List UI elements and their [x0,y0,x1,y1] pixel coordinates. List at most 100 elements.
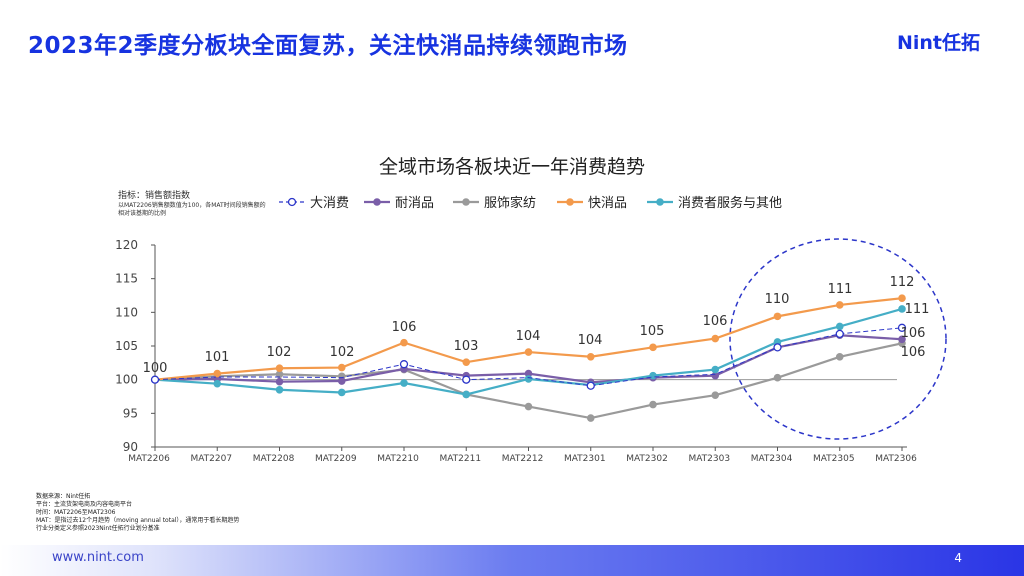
data-point [897,323,907,332]
legend-label: 服饰家纺 [484,195,536,211]
legend-swatch-marker [462,198,470,206]
x-tick-label: MAT2206 [128,454,170,464]
data-label: 106 [901,345,926,360]
data-point [835,322,844,331]
footer-url[interactable]: www.nint.com [52,550,144,565]
source-notes: 数据来源：Nint任拓 平台：主流货架电商及内容电商平台 时间：MAT2206至… [36,493,239,533]
data-point [524,402,533,411]
data-point [462,390,471,399]
data-point [586,414,595,422]
legend-swatch-marker [373,198,381,206]
data-point [275,377,284,386]
slide-title: 2023年2季度分板块全面复苏，关注快消品持续领跑市场 [28,33,628,59]
legend-label: 快消品 [588,196,627,211]
data-point [524,375,533,383]
data-point [835,352,844,361]
data-point [586,352,595,361]
data-label: 111 [828,282,853,297]
data-label: 104 [578,333,603,348]
source-line: 平台：主流货架电商及内容电商平台 [36,501,133,508]
data-point [649,343,657,352]
data-label: 106 [901,326,926,341]
data-point [150,375,160,384]
page-number: 4 [954,551,962,565]
x-tick-label: MAT2302 [626,454,668,464]
data-point [773,373,782,382]
legend-swatch-marker [656,198,664,206]
x-tick-label: MAT2303 [688,454,730,464]
legend-label: 大消费 [310,196,349,211]
y-tick-label: 115 [115,272,138,286]
data-point [462,358,471,366]
data-point [773,312,782,321]
x-tick-label: MAT2211 [439,454,481,464]
y-tick-label: 100 [115,373,138,387]
data-point [337,388,346,397]
data-point [524,369,533,378]
data-point [524,348,533,356]
legend-label: 耐消品 [395,196,434,211]
x-tick-label: MAT2306 [875,454,917,464]
x-tick-label: MAT2209 [315,454,357,464]
data-point [275,364,284,373]
y-tick-label: 110 [115,305,138,319]
data-point [898,294,906,302]
legend-label: 消费者服务与其他 [678,195,782,211]
x-tick-label: MAT2304 [751,454,793,464]
data-label: 111 [905,302,930,317]
x-tick-label: MAT2212 [502,454,544,464]
y-tick-label: 95 [123,406,138,420]
legend-swatch-marker [287,197,297,207]
data-label: 103 [454,339,479,354]
data-point [275,385,284,394]
metric-note: 指标：销售额指数 [118,191,191,201]
data-point [275,370,284,379]
y-tick-label: 90 [123,440,138,454]
x-tick-label: MAT2207 [190,454,232,464]
data-label: 112 [890,275,915,290]
x-tick-label: MAT2305 [813,454,855,464]
chart-title: 全域市场各板块近一年消费趋势 [378,156,645,178]
data-label: 110 [765,292,790,307]
source-line: 行业分类定义参照2023Nint任拓行业划分基准 [36,525,160,532]
source-line: 数据来源：Nint任拓 [36,493,91,500]
data-point [213,369,222,378]
data-point [711,391,720,399]
source-line: MAT：是指过去12个月趋势（moving annual total），通常用于… [36,517,240,524]
data-label: 102 [267,345,292,360]
x-tick-label: MAT2210 [377,454,419,464]
legend-swatch-marker [566,198,574,206]
data-point [898,335,906,344]
data-point [711,371,720,380]
data-label: 106 [392,320,417,335]
data-point [649,371,657,380]
highlight-ellipse [729,238,947,440]
data-label: 106 [703,314,728,329]
data-point [399,360,409,369]
x-tick-label: MAT2301 [564,454,606,464]
data-point [898,305,906,313]
metric-description: 以MAT2206销售额数值为100，各MAT时间段销售额的相对该基期的比例 [118,202,266,217]
data-label: 101 [205,350,230,365]
source-line: 时间：MAT2206至MAT2306 [36,509,116,516]
data-point [400,338,408,347]
data-point [711,365,720,374]
brand-logo: Nint任拓 [896,32,980,54]
data-label: 100 [143,361,168,376]
data-point [213,379,222,388]
data-point [649,400,657,409]
data-label: 102 [330,345,355,360]
data-point [586,381,595,390]
y-tick-label: 105 [115,339,138,353]
data-point [773,343,782,352]
x-tick-label: MAT2208 [253,454,295,464]
data-point [337,363,346,372]
data-point [337,377,346,385]
data-label: 105 [640,324,665,339]
data-point [835,301,844,309]
y-tick-label: 120 [115,238,138,252]
footer-bar [0,545,1024,576]
data-point [462,375,471,384]
data-point [835,329,844,339]
